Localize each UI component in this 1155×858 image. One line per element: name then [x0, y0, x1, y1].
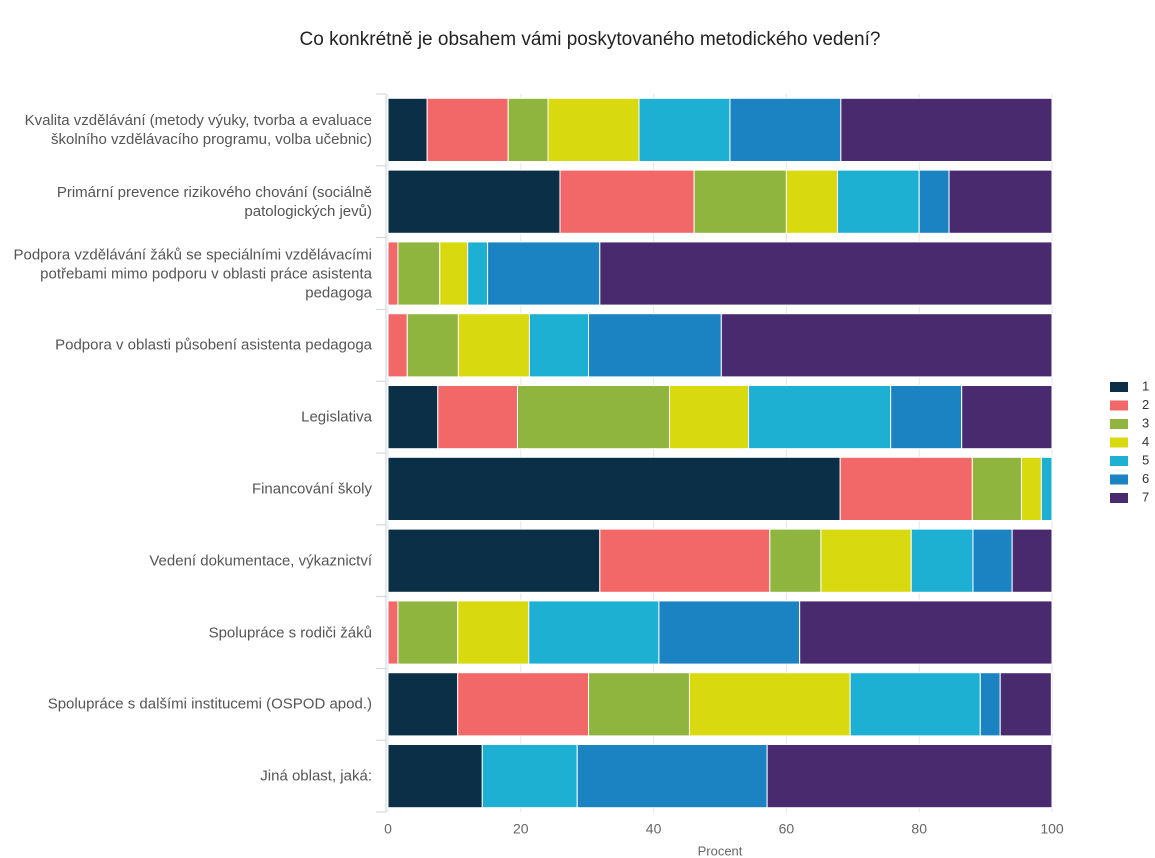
bar-segment: [599, 241, 1053, 306]
legend-swatch: [1110, 493, 1128, 503]
bar-segment: [688, 672, 851, 737]
bar-segment: [1011, 528, 1053, 593]
bar-segment: [387, 169, 561, 234]
chart-title: Co konkrétně je obsahem vámi poskytované…: [300, 29, 881, 50]
y-tick-label: Jiná oblast, jaká:: [260, 767, 372, 785]
y-tick-label: Podpora v oblasti působení asistenta ped…: [55, 336, 372, 354]
bar-segment: [588, 672, 690, 737]
bar-segment: [507, 97, 549, 162]
bar-segment: [658, 600, 801, 665]
bar-segment: [599, 528, 771, 593]
bar-segment: [693, 169, 787, 234]
bar-segment: [437, 385, 518, 450]
legend-label: 4: [1142, 434, 1149, 449]
bar-segment: [769, 528, 822, 593]
bar-segment: [948, 169, 1053, 234]
x-tick-label: 60: [779, 821, 795, 837]
bar-segment: [467, 241, 489, 306]
bar-segment: [397, 241, 441, 306]
bar-segment: [799, 600, 1053, 665]
legend-swatch: [1110, 474, 1128, 485]
bar-segment: [528, 313, 590, 378]
x-tick-label: 80: [911, 821, 927, 837]
bar-segment: [481, 744, 578, 809]
bar-segment: [820, 528, 912, 593]
legend-swatch: [1110, 437, 1128, 448]
y-tick-label: Legislativa: [301, 408, 372, 426]
y-tick-label: Spolupráce s dalšími institucemi (OSPOD …: [47, 695, 372, 713]
bar-segment: [971, 456, 1022, 521]
bar-segment: [576, 744, 768, 809]
bar-segment: [972, 528, 1013, 593]
bar-segment: [387, 672, 459, 737]
x-tick-label: 20: [513, 821, 529, 837]
legend-label: 3: [1142, 415, 1149, 430]
bar-segment: [588, 313, 722, 378]
bar-segment: [439, 241, 469, 306]
bar-segment: [387, 385, 439, 450]
x-tick-label: 40: [646, 821, 662, 837]
bar-segment: [766, 744, 1053, 809]
y-tick-label: Spolupráce s rodiči žáků: [208, 624, 372, 641]
bar-segment: [457, 313, 530, 378]
y-tick-label: Primární prevence rizikového chování (so…: [56, 183, 372, 220]
legend-label: 7: [1142, 489, 1149, 504]
legend-swatch: [1110, 400, 1128, 411]
bar-segment: [839, 456, 973, 521]
bar-segment: [720, 313, 1053, 378]
x-axis-label: Procent: [698, 843, 743, 858]
bar-segment: [487, 241, 601, 306]
bar-segment: [840, 97, 1053, 162]
bar-segment: [961, 385, 1053, 450]
bar-segment: [979, 672, 1001, 737]
bar-segment: [999, 672, 1052, 737]
bar-segment: [457, 600, 530, 665]
y-tick-label: Vedení dokumentace, výkaznictví: [149, 552, 372, 570]
legend-swatch: [1110, 382, 1128, 392]
bar-segment: [387, 313, 408, 378]
bar-segment: [669, 385, 750, 450]
bar-segment: [528, 600, 660, 665]
y-tick-label: Kvalita vzdělávání (metody výuky, tvorba…: [24, 111, 372, 148]
bar-segment: [516, 385, 671, 450]
y-tick-label: Podpora vzdělávání žáků se speciálními v…: [13, 246, 372, 301]
x-tick-label: 100: [1040, 821, 1064, 837]
bar-segment: [426, 97, 509, 162]
bar-segment: [547, 97, 640, 162]
legend-label: 6: [1142, 471, 1149, 486]
bar-segment: [1040, 456, 1053, 521]
bar-segment: [918, 169, 950, 234]
bar-segment: [849, 672, 981, 737]
bar-segment: [387, 97, 428, 162]
x-tick-label: 0: [384, 821, 392, 837]
bar-segment: [397, 600, 459, 665]
bar-segment: [406, 313, 459, 378]
bar-segment: [638, 97, 731, 162]
bar-segment: [387, 744, 483, 809]
bar-segment: [387, 528, 601, 593]
y-tick-label: Financování školy: [251, 480, 372, 498]
legend-label: 2: [1142, 397, 1149, 412]
bar-segment: [457, 672, 590, 737]
bar-segment: [387, 600, 399, 665]
bar-segment: [387, 456, 841, 521]
bar-segment: [729, 97, 842, 162]
bar-segment: [785, 169, 839, 234]
bar-segment: [910, 528, 974, 593]
bar-segment: [559, 169, 695, 234]
legend-swatch: [1110, 419, 1128, 429]
bar-segment: [837, 169, 920, 234]
bar-segment: [387, 241, 399, 306]
legend-swatch: [1110, 456, 1128, 466]
bar-segment: [1020, 456, 1042, 521]
bar-segment: [748, 385, 892, 450]
legend-label: 5: [1142, 452, 1149, 467]
bar-segment: [890, 385, 963, 450]
legend-label: 1: [1142, 378, 1149, 393]
